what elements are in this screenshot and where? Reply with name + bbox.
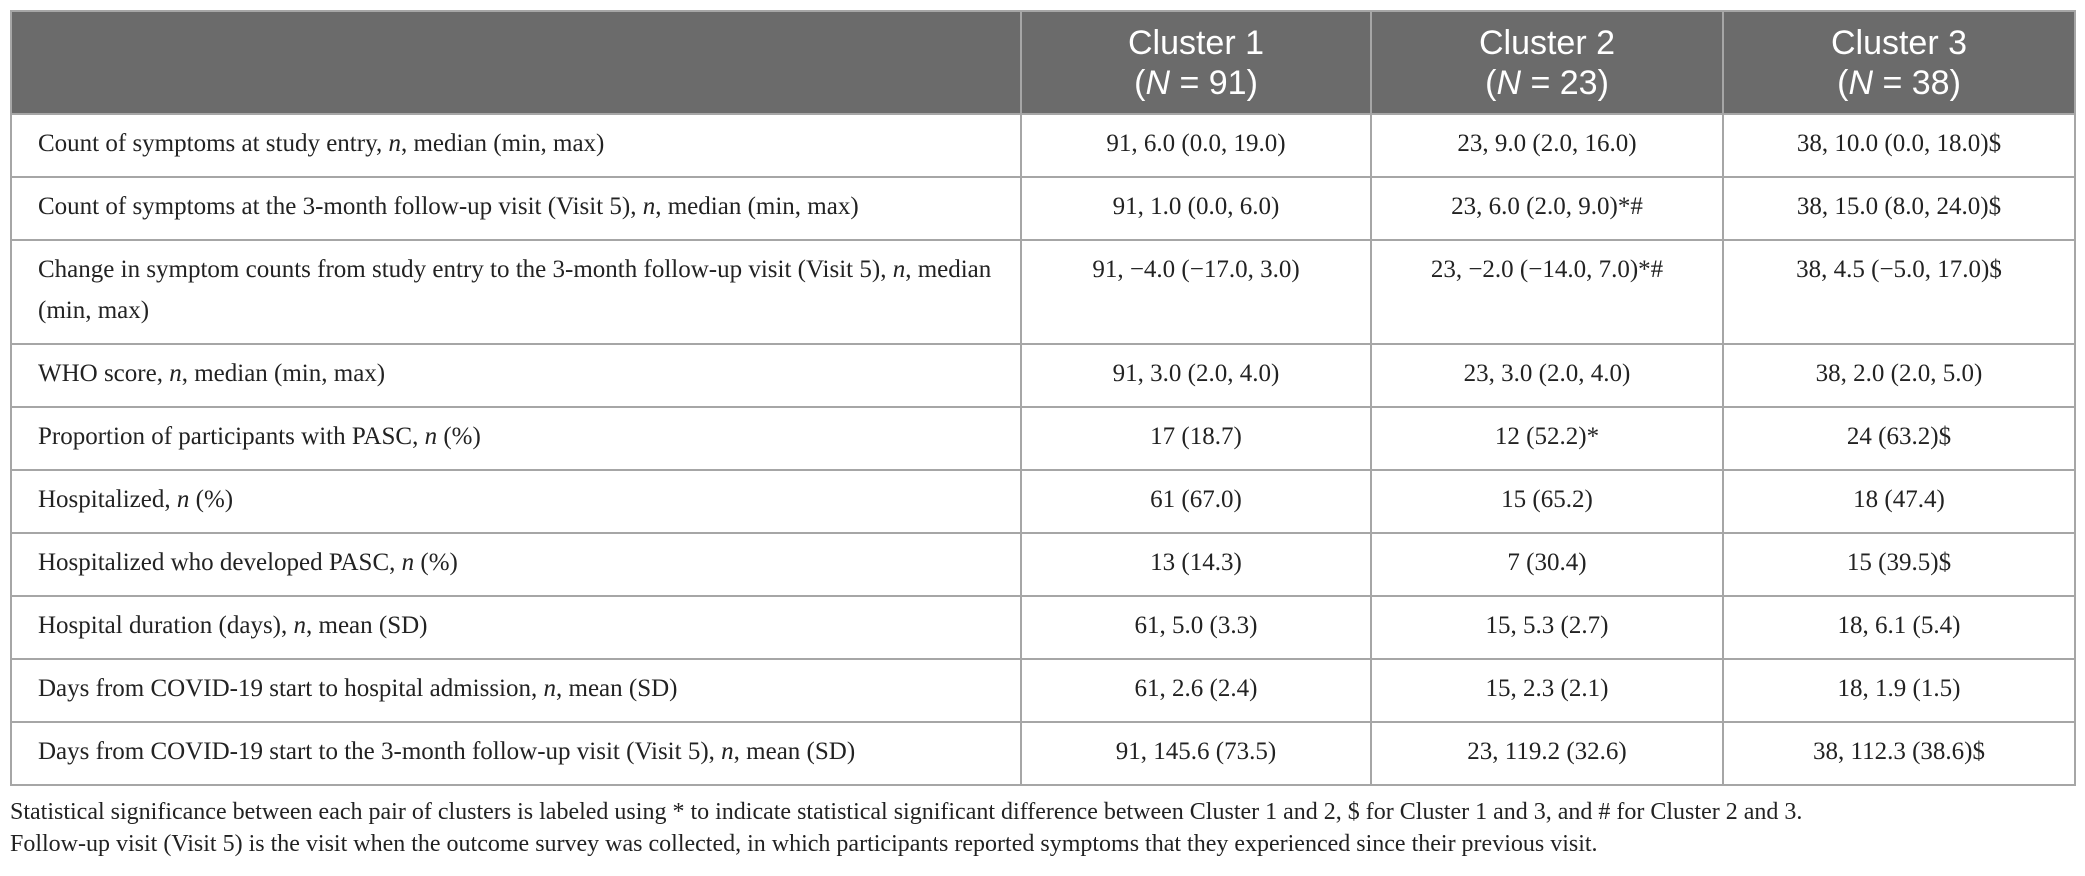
header-cluster-1-title: Cluster 1 (1127, 23, 1265, 62)
cluster-3-value: 18, 6.1 (5.4) (1722, 595, 2076, 660)
cluster-2-value: 23, 9.0 (2.0, 16.0) (1370, 113, 1724, 178)
cluster-2-value: 23, 6.0 (2.0, 9.0)*# (1370, 176, 1724, 241)
row-label: Count of symptoms at study entry, n, med… (10, 113, 1022, 178)
table-row: Hospitalized, n (%) 61 (67.0) 15 (65.2) … (10, 469, 2076, 534)
row-label: Change in symptom counts from study entr… (10, 239, 1022, 345)
cluster-2-value: 23, 119.2 (32.6) (1370, 721, 1724, 786)
cluster-3-value: 15 (39.5)$ (1722, 532, 2076, 597)
header-row: Cluster 1 (N = 91) Cluster 2 (N = 23) Cl… (10, 10, 2076, 115)
table-body: Count of symptoms at study entry, n, med… (10, 113, 2076, 786)
header-cluster-3-n: (N = 38) (1837, 63, 1961, 102)
table-row: Proportion of participants with PASC, n … (10, 406, 2076, 471)
cluster-3-value: 38, 15.0 (8.0, 24.0)$ (1722, 176, 2076, 241)
cluster-3-value: 38, 2.0 (2.0, 5.0) (1722, 343, 2076, 408)
cluster-3-value: 24 (63.2)$ (1722, 406, 2076, 471)
row-label: Hospital duration (days), n, mean (SD) (10, 595, 1022, 660)
cluster-1-value: 17 (18.7) (1020, 406, 1372, 471)
cluster-3-value: 38, 4.5 (−5.0, 17.0)$ (1722, 239, 2076, 345)
header-cluster-2-n: (N = 23) (1485, 63, 1609, 102)
cluster-2-value: 7 (30.4) (1370, 532, 1724, 597)
row-label: Days from COVID-19 start to the 3-month … (10, 721, 1022, 786)
cluster-2-value: 15 (65.2) (1370, 469, 1724, 534)
row-label: Hospitalized who developed PASC, n (%) (10, 532, 1022, 597)
header-cell-cluster-2: Cluster 2 (N = 23) (1370, 10, 1724, 115)
cluster-1-value: 13 (14.3) (1020, 532, 1372, 597)
cluster-1-value: 91, −4.0 (−17.0, 3.0) (1020, 239, 1372, 345)
results-table-container: Cluster 1 (N = 91) Cluster 2 (N = 23) Cl… (10, 10, 2076, 786)
table-row: WHO score, n, median (min, max) 91, 3.0 … (10, 343, 2076, 408)
cluster-1-value: 61 (67.0) (1020, 469, 1372, 534)
header-cell-cluster-1: Cluster 1 (N = 91) (1020, 10, 1372, 115)
cluster-3-value: 18, 1.9 (1.5) (1722, 658, 2076, 723)
row-label: Count of symptoms at the 3-month follow-… (10, 176, 1022, 241)
cluster-1-value: 91, 145.6 (73.5) (1020, 721, 1372, 786)
cluster-2-value: 12 (52.2)* (1370, 406, 1724, 471)
row-label: Hospitalized, n (%) (10, 469, 1022, 534)
cluster-3-value: 18 (47.4) (1722, 469, 2076, 534)
table-row: Days from COVID-19 start to hospital adm… (10, 658, 2076, 723)
row-label: Proportion of participants with PASC, n … (10, 406, 1022, 471)
cluster-1-value: 91, 3.0 (2.0, 4.0) (1020, 343, 1372, 408)
cluster-outcomes-table: Cluster 1 (N = 91) Cluster 2 (N = 23) Cl… (10, 10, 2076, 786)
cluster-1-value: 61, 2.6 (2.4) (1020, 658, 1372, 723)
table-row: Count of symptoms at study entry, n, med… (10, 113, 2076, 178)
row-label: WHO score, n, median (min, max) (10, 343, 1022, 408)
table-row: Days from COVID-19 start to the 3-month … (10, 721, 2076, 786)
cluster-2-value: 15, 2.3 (2.1) (1370, 658, 1724, 723)
table-row: Change in symptom counts from study entr… (10, 239, 2076, 345)
cluster-3-value: 38, 10.0 (0.0, 18.0)$ (1722, 113, 2076, 178)
header-cell-empty (10, 10, 1022, 115)
cluster-1-value: 91, 1.0 (0.0, 6.0) (1020, 176, 1372, 241)
header-cluster-2-title: Cluster 2 (1478, 23, 1616, 62)
header-cluster-3-title: Cluster 3 (1830, 23, 1968, 62)
cluster-2-value: 15, 5.3 (2.7) (1370, 595, 1724, 660)
header-cluster-1-n: (N = 91) (1134, 63, 1258, 102)
table-header: Cluster 1 (N = 91) Cluster 2 (N = 23) Cl… (10, 10, 2076, 115)
cluster-1-value: 61, 5.0 (3.3) (1020, 595, 1372, 660)
row-label: Days from COVID-19 start to hospital adm… (10, 658, 1022, 723)
cluster-1-value: 91, 6.0 (0.0, 19.0) (1020, 113, 1372, 178)
table-row: Hospital duration (days), n, mean (SD) 6… (10, 595, 2076, 660)
table-row: Count of symptoms at the 3-month follow-… (10, 176, 2076, 241)
table-footnote: Statistical significance between each pa… (10, 796, 2080, 860)
footnote-significance: Statistical significance between each pa… (10, 799, 1803, 825)
table-row: Hospitalized who developed PASC, n (%) 1… (10, 532, 2076, 597)
footnote-visit-definition: Follow-up visit (Visit 5) is the visit w… (10, 831, 1598, 857)
cluster-3-value: 38, 112.3 (38.6)$ (1722, 721, 2076, 786)
cluster-2-value: 23, −2.0 (−14.0, 7.0)*# (1370, 239, 1724, 345)
cluster-2-value: 23, 3.0 (2.0, 4.0) (1370, 343, 1724, 408)
header-cell-cluster-3: Cluster 3 (N = 38) (1722, 10, 2076, 115)
